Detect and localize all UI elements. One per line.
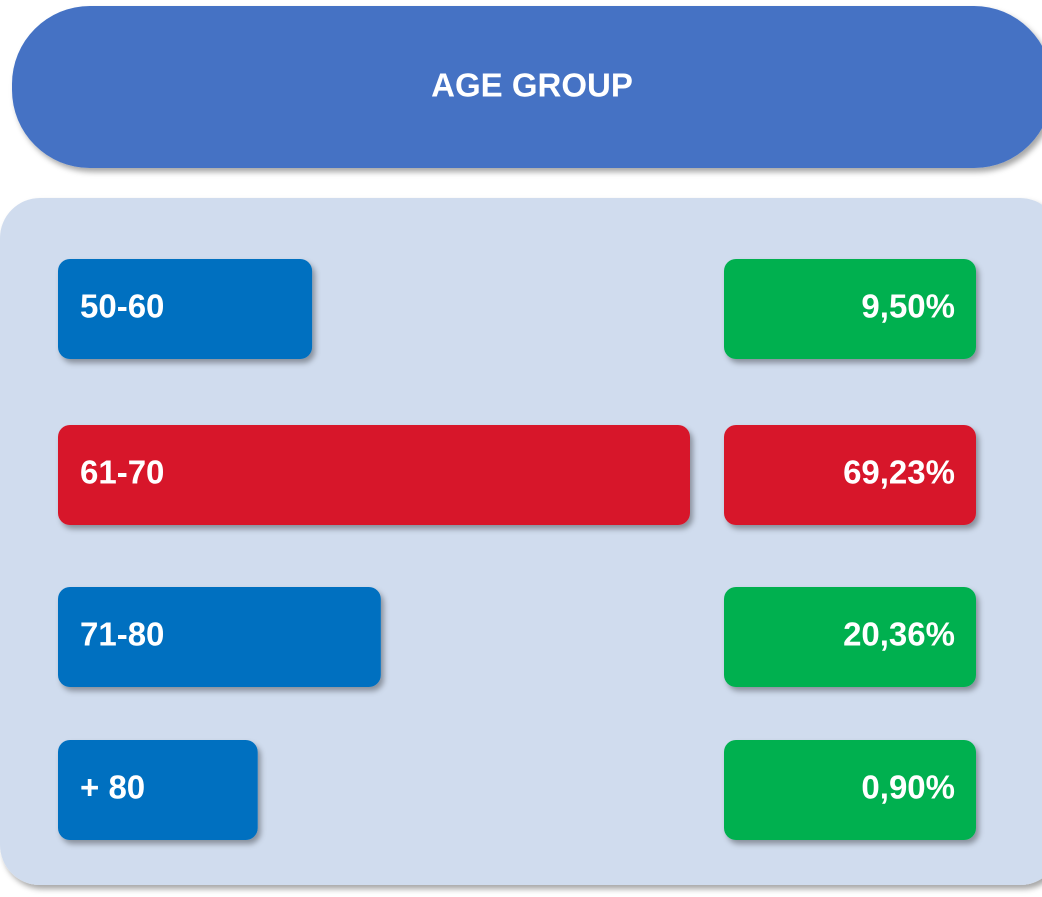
panel: [0, 198, 1042, 885]
bar: [58, 740, 258, 840]
category-label: 61-70: [80, 454, 164, 491]
value-label: 69,23%: [843, 454, 955, 491]
value-box: [724, 740, 976, 840]
value-label: 20,36%: [843, 616, 955, 653]
category-label: 71-80: [80, 616, 164, 653]
value-label: 0,90%: [861, 769, 955, 806]
value-box: [724, 259, 976, 359]
bar: [58, 425, 690, 525]
bar: [58, 587, 381, 687]
header-band: [12, 6, 1042, 168]
category-label: + 80: [80, 769, 145, 806]
value-box: [724, 587, 976, 687]
category-label: 50-60: [80, 288, 164, 325]
bar: [58, 259, 313, 359]
value-label: 9,50%: [861, 288, 955, 325]
chart-title: AGE GROUP: [431, 67, 633, 104]
value-box: [724, 425, 976, 525]
